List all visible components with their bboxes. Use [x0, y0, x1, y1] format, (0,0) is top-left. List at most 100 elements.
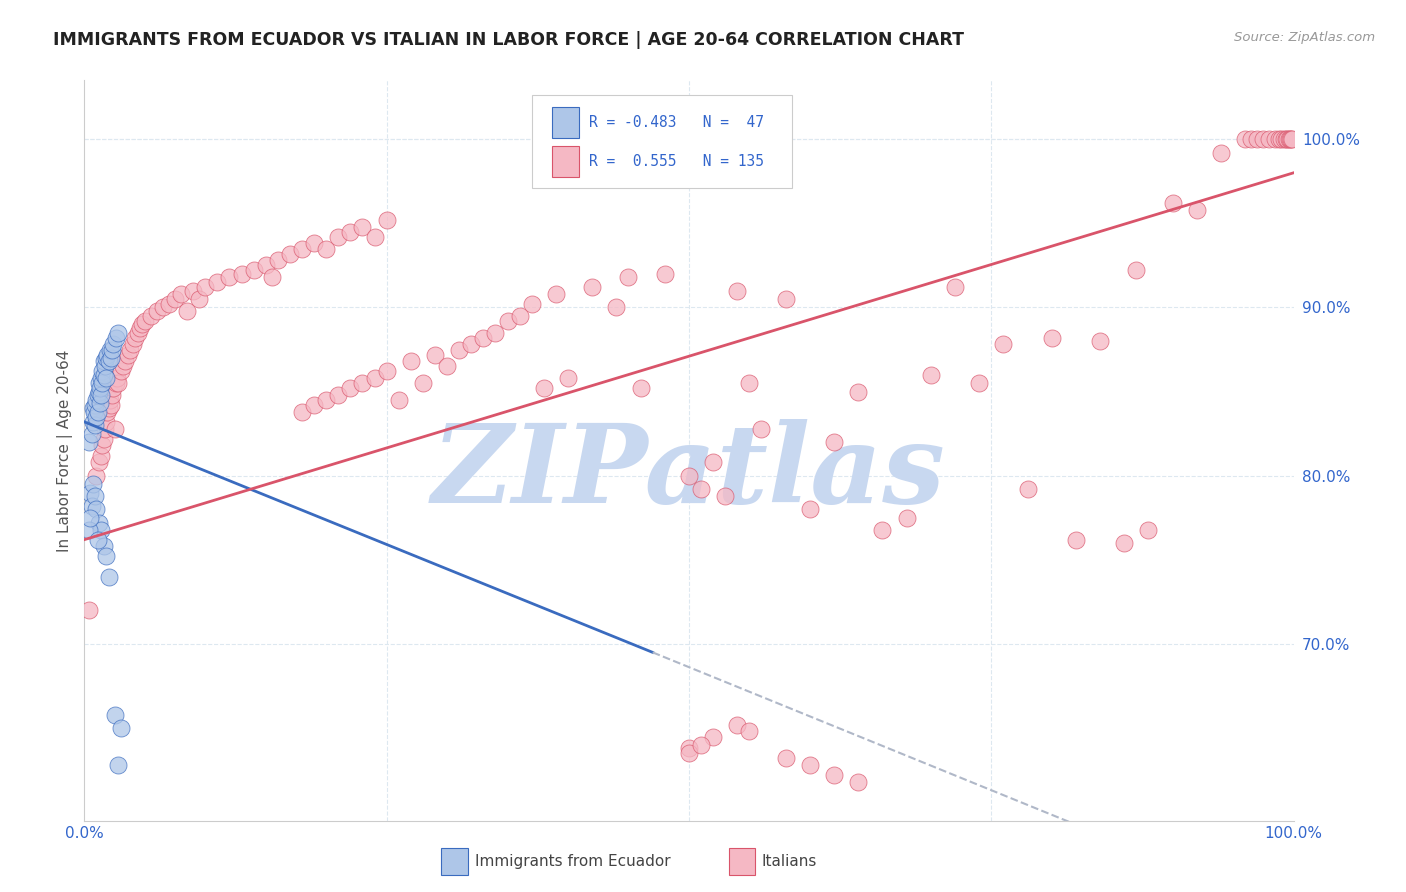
Point: [1137, 523, 1160, 537]
Point: [714, 489, 737, 503]
Point: [1209, 145, 1232, 160]
Point: [1279, 132, 1302, 146]
Point: [1234, 132, 1257, 146]
Point: [328, 229, 350, 244]
Point: [127, 326, 149, 340]
Point: [1040, 331, 1063, 345]
Point: [134, 314, 156, 328]
Point: [654, 267, 676, 281]
Point: [97, 354, 120, 368]
Point: [690, 738, 713, 752]
Point: [80, 499, 103, 513]
Point: [775, 292, 797, 306]
Point: [94, 359, 117, 374]
Point: [509, 309, 531, 323]
FancyBboxPatch shape: [553, 146, 579, 178]
Point: [267, 253, 290, 268]
Point: [605, 301, 627, 315]
Point: [101, 388, 124, 402]
Text: R =  0.555   N = 135: R = 0.555 N = 135: [589, 154, 763, 169]
Point: [375, 364, 398, 378]
Point: [1278, 132, 1301, 146]
Text: Immigrants from Ecuador: Immigrants from Ecuador: [475, 854, 671, 869]
Point: [1185, 202, 1208, 217]
Point: [83, 405, 105, 419]
Point: [87, 516, 110, 530]
Text: Italians: Italians: [762, 854, 817, 869]
Point: [90, 449, 112, 463]
Point: [124, 331, 146, 345]
Point: [472, 331, 495, 345]
Point: [93, 354, 115, 368]
Point: [1268, 132, 1291, 146]
Point: [79, 510, 101, 524]
Point: [1246, 132, 1268, 146]
Point: [702, 455, 724, 469]
Point: [79, 485, 101, 500]
FancyBboxPatch shape: [553, 107, 579, 138]
Point: [129, 320, 152, 334]
Point: [90, 371, 112, 385]
Point: [799, 502, 821, 516]
Point: [97, 569, 120, 583]
Point: [86, 502, 108, 516]
Point: [291, 405, 314, 419]
Point: [120, 343, 142, 357]
Point: [104, 707, 127, 722]
Point: [1114, 536, 1136, 550]
Point: [94, 371, 117, 385]
Point: [775, 751, 797, 765]
Point: [581, 280, 603, 294]
Point: [1272, 132, 1295, 146]
Point: [89, 381, 111, 395]
Point: [823, 768, 845, 782]
Point: [993, 337, 1015, 351]
FancyBboxPatch shape: [728, 848, 755, 875]
Text: R = -0.483   N =  47: R = -0.483 N = 47: [589, 115, 763, 130]
Point: [533, 381, 555, 395]
Point: [86, 388, 108, 402]
Point: [114, 354, 136, 368]
Point: [1270, 132, 1292, 146]
Point: [423, 347, 446, 361]
Point: [86, 392, 108, 407]
Point: [101, 343, 124, 357]
Point: [231, 267, 253, 281]
Y-axis label: In Labor Force | Age 20-64: In Labor Force | Age 20-64: [58, 350, 73, 551]
Point: [339, 225, 361, 239]
Point: [110, 721, 132, 735]
Point: [315, 242, 337, 256]
Point: [207, 275, 229, 289]
Text: Source: ZipAtlas.com: Source: ZipAtlas.com: [1234, 31, 1375, 45]
Point: [93, 368, 115, 382]
Point: [94, 549, 117, 564]
Point: [352, 376, 374, 391]
Point: [87, 384, 110, 399]
Point: [105, 371, 128, 385]
Point: [375, 213, 398, 227]
Point: [100, 398, 122, 412]
Point: [176, 303, 198, 318]
Point: [1088, 334, 1111, 348]
Point: [89, 396, 111, 410]
Point: [823, 435, 845, 450]
Point: [412, 376, 434, 391]
Point: [725, 284, 748, 298]
Point: [82, 401, 104, 416]
Point: [872, 523, 894, 537]
Point: [388, 392, 411, 407]
Point: [103, 381, 125, 395]
Point: [112, 359, 135, 374]
Point: [436, 359, 458, 374]
Point: [943, 280, 966, 294]
Point: [1017, 482, 1039, 496]
Point: [87, 455, 110, 469]
Point: [84, 398, 107, 412]
Point: [117, 347, 139, 361]
Point: [107, 758, 129, 772]
Point: [302, 236, 325, 251]
Point: [103, 337, 125, 351]
FancyBboxPatch shape: [531, 95, 792, 187]
Point: [104, 376, 127, 391]
Point: [399, 354, 422, 368]
